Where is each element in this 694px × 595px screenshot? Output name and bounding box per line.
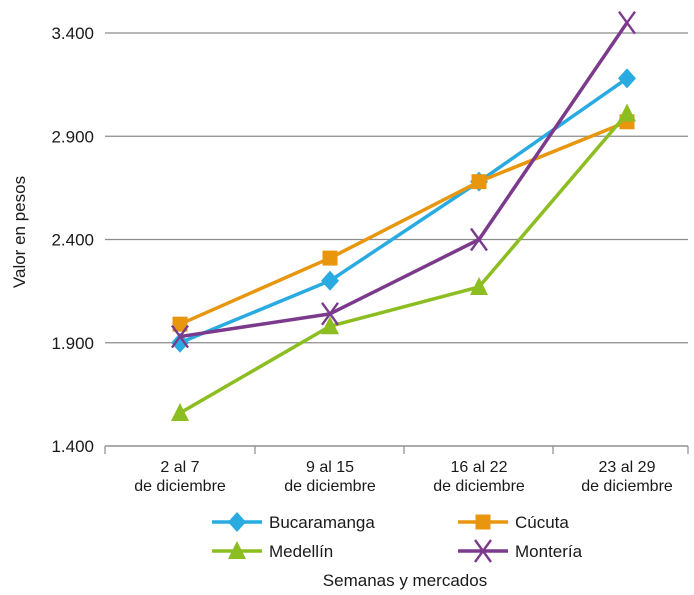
y-tick-label: 2.900: [51, 127, 94, 146]
data-point-bucaramanga: [321, 270, 339, 291]
x-axis: [104, 445, 689, 454]
x-tick-label: 9 al 15 de diciembre: [284, 459, 376, 495]
series-cucuta: [172, 114, 635, 332]
legend-label: Cúcuta: [515, 513, 569, 532]
x-axis-title: Semanas y mercados: [323, 571, 487, 590]
data-point-medellin: [171, 402, 189, 421]
legend-item-monteria: Montería: [458, 539, 583, 563]
legend-marker: [228, 512, 246, 532]
y-tick-label: 1.900: [51, 334, 94, 353]
legend-marker: [228, 541, 246, 559]
series-line-monteria: [179, 21, 629, 339]
series-monteria: [171, 10, 636, 349]
data-point-monteria: [618, 10, 636, 35]
series-line-medellin: [179, 112, 629, 415]
legend-item-bucaramanga: Bucaramanga: [212, 512, 375, 532]
y-tick-label: 2.400: [51, 231, 94, 250]
data-point-monteria: [171, 324, 189, 349]
data-point-bucaramanga: [618, 68, 636, 89]
legend-marker: [474, 539, 492, 563]
data-point-monteria: [321, 302, 339, 326]
series-line-cucuta: [179, 120, 628, 326]
data-point-bucaramanga: [171, 332, 189, 353]
legend-item-medellin: Medellín: [212, 541, 333, 561]
data-point-medellin: [470, 276, 488, 295]
x-tick-label: 2 al 7 de diciembre: [134, 459, 226, 495]
legend-label: Bucaramanga: [269, 513, 375, 532]
y-tick-label: 1.400: [51, 437, 94, 456]
data-point-monteria: [470, 227, 488, 252]
data-point-medellin: [618, 103, 636, 122]
y-axis-tick-labels: 1.400 1.900 2.400 2.900 3.400: [51, 24, 94, 456]
legend-label: Medellín: [269, 542, 333, 561]
x-tick-label: 16 al 22 de diciembre: [433, 459, 525, 495]
series-medellin: [171, 103, 636, 421]
data-point-medellin: [321, 316, 339, 335]
x-axis-tick-labels: 2 al 7 de diciembre 9 al 15 de diciembre 16 …: [134, 459, 673, 495]
data-point-cucuta: [322, 250, 338, 266]
x-tick-label: 23 al 29 de diciembre: [581, 459, 673, 495]
y-axis-title: Valor en pesos: [10, 176, 29, 288]
y-tick-label: 3.400: [51, 24, 94, 43]
data-point-cucuta: [172, 316, 188, 332]
legend-label: Montería: [515, 542, 583, 561]
data-point-cucuta: [471, 174, 487, 190]
legend-item-cucuta: Cúcuta: [458, 513, 569, 532]
legend: Bucaramanga Cúcuta Medellín Montería: [212, 512, 583, 563]
series-group: [171, 10, 636, 421]
legend-marker: [475, 514, 491, 530]
